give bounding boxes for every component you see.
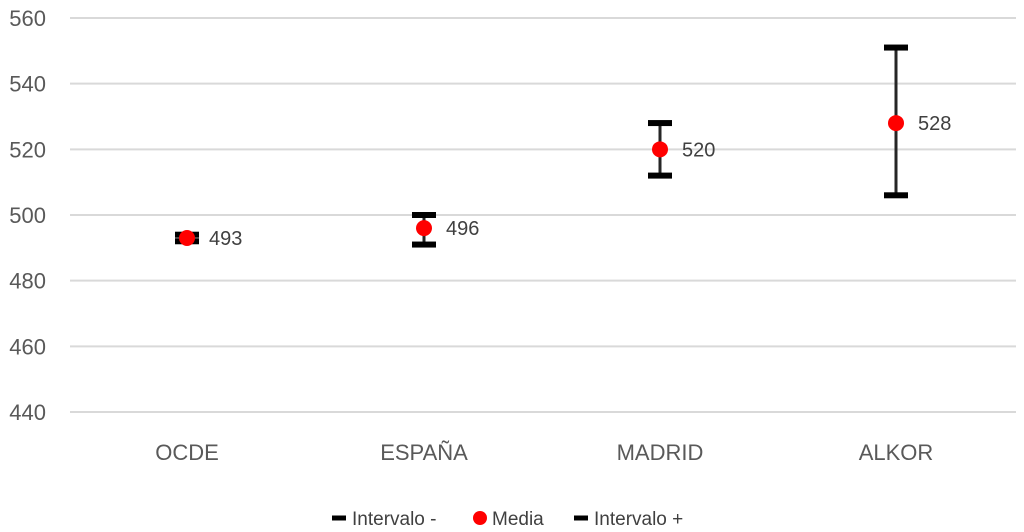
legend-marker — [332, 515, 346, 521]
interval-plus-marker — [648, 120, 672, 127]
x-category-label: OCDE — [155, 440, 219, 465]
y-tick-label: 460 — [9, 334, 46, 359]
legend-label: Intervalo - — [352, 509, 436, 530]
mean-point — [652, 141, 668, 158]
interval-plus-marker — [412, 212, 436, 218]
data-label: 493 — [209, 228, 242, 250]
legend-marker — [574, 515, 588, 521]
x-axis: OCDE ESPAÑA MADRID ALKOR — [155, 440, 933, 465]
plot-area: 493 496 520 528 — [175, 44, 951, 250]
y-tick-label: 480 — [9, 269, 46, 294]
mean-point — [888, 115, 904, 132]
interval-minus-marker — [412, 241, 436, 248]
interval-plus-marker — [884, 44, 908, 51]
data-label: 520 — [682, 139, 715, 161]
y-tick-label: 500 — [9, 203, 46, 228]
y-tick-label: 540 — [9, 72, 46, 97]
mean-point — [179, 229, 195, 246]
interval-minus-marker — [648, 172, 672, 179]
legend-item-media[interactable]: Media — [473, 509, 544, 530]
x-category-label: ALKOR — [859, 440, 934, 465]
data-label: 496 — [446, 218, 479, 240]
legend[interactable]: Intervalo - Media Intervalo + — [332, 509, 683, 530]
legend-item-intervalo-minus[interactable]: Intervalo - — [332, 509, 436, 530]
interval-minus-marker — [884, 192, 908, 199]
x-category-label: MADRID — [617, 440, 704, 465]
y-axis: 440 460 480 500 520 540 560 — [9, 6, 46, 425]
y-tick-label: 520 — [9, 137, 46, 162]
y-tick-label: 440 — [9, 400, 46, 425]
legend-label: Media — [492, 509, 544, 530]
y-tick-label: 560 — [9, 6, 46, 31]
x-category-label: ESPAÑA — [380, 440, 468, 465]
data-label: 528 — [918, 113, 951, 135]
mean-point — [416, 220, 432, 237]
legend-label: Intervalo + — [594, 509, 683, 530]
legend-item-intervalo-plus[interactable]: Intervalo + — [574, 509, 683, 530]
gridlines — [70, 17, 1016, 413]
legend-marker — [473, 511, 487, 525]
